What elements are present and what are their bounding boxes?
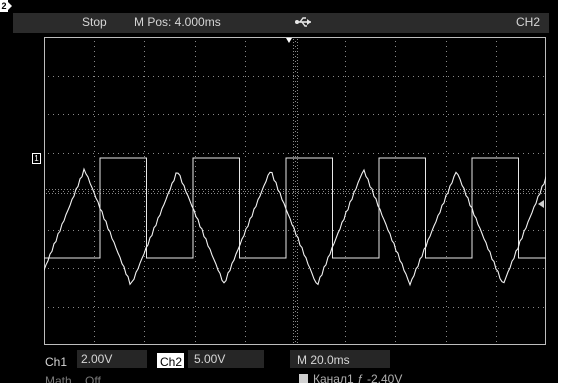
trigger-level-marker: [538, 200, 544, 208]
usb-icon: [295, 17, 311, 27]
ch2-marker-arrow: [8, 2, 12, 10]
ch1-square-wave-trace: [44, 157, 546, 259]
math-label: Math: [45, 374, 72, 383]
ch1-scale-box: [77, 350, 147, 368]
math-state: Off: [85, 374, 101, 383]
graticule: [46, 39, 545, 343]
plot-border: [44, 37, 546, 345]
horizontal-position: M Pos: 4.000ms: [134, 15, 221, 29]
timebase-box: [290, 350, 390, 368]
top-status-bar: [13, 13, 549, 33]
timebase: M 20.0ms: [297, 353, 350, 367]
waveform-plot: [44, 37, 546, 345]
ch2-label-box: [157, 353, 184, 368]
active-channel: CH2: [516, 15, 541, 29]
ch1-ground-marker: 1: [32, 153, 41, 164]
ch2-scale-box: [188, 350, 264, 368]
trigger-info: Канал1 ƒ -2.40V: [313, 372, 403, 383]
ch2-volts-per-div: 5.00V: [194, 352, 226, 366]
ch2-label: Ch2: [160, 355, 183, 369]
trigger-position-marker: [286, 38, 292, 43]
math-status: Math Off: [45, 374, 101, 383]
ch2-ground-marker: 2: [0, 0, 12, 12]
ch2-triangle-wave-trace: [44, 167, 546, 287]
trigger-icon: [299, 374, 308, 383]
ch1-label: Ch1: [45, 355, 68, 369]
acquisition-status: Stop: [82, 15, 107, 29]
ch2-marker-label: 2: [0, 0, 8, 12]
ch1-volts-per-div: 2.00V: [81, 352, 113, 366]
